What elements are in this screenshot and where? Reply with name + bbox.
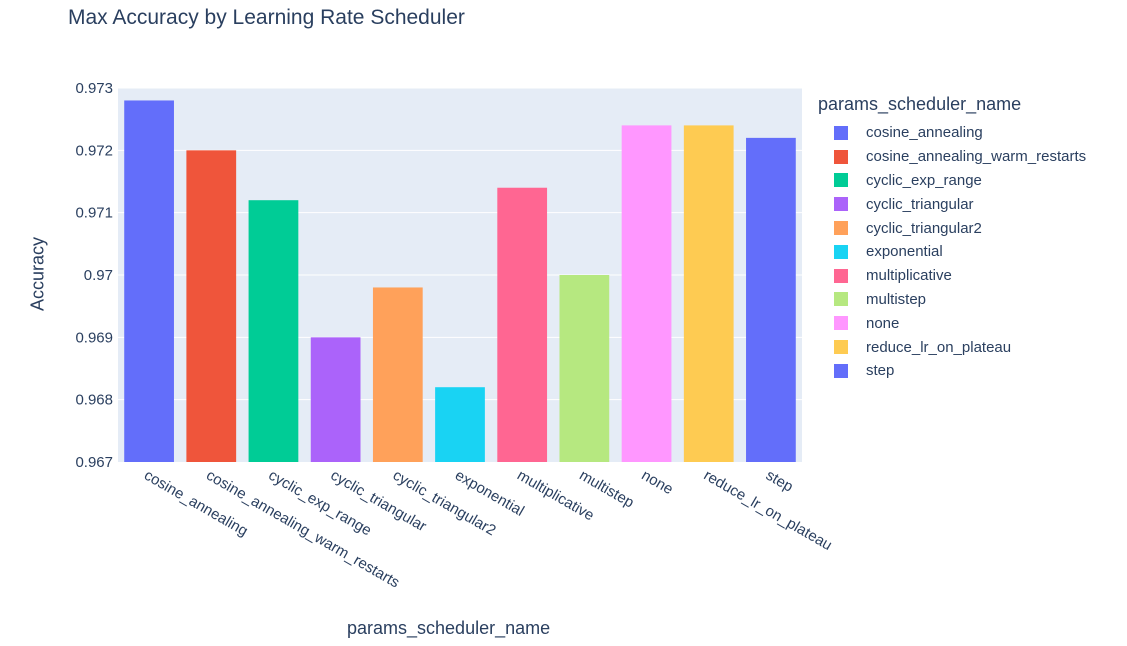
x-tick-label: cyclic_triangular2 — [390, 467, 499, 540]
bar-cosine_annealing[interactable] — [124, 100, 174, 462]
legend-label: cyclic_triangular — [866, 195, 974, 213]
legend-item-cyclic_exp_range[interactable]: cyclic_exp_range — [818, 169, 1086, 193]
legend-swatch — [834, 197, 848, 212]
legend-swatch — [834, 268, 848, 283]
y-tick-label: 0.97 — [84, 267, 113, 284]
bar-cosine_annealing_warm_restarts[interactable] — [186, 150, 237, 463]
legend: params_scheduler_name cosine_annealing co… — [818, 94, 1086, 383]
y-axis-label: Accuracy — [27, 236, 48, 312]
bar-multistep[interactable] — [559, 275, 610, 462]
legend-swatch — [834, 244, 848, 259]
y-tick-label: 0.973 — [75, 80, 113, 97]
y-tick-label: 0.969 — [75, 329, 113, 346]
y-tick-label: 0.971 — [75, 205, 113, 222]
legend-item-cyclic_triangular[interactable]: cyclic_triangular — [818, 192, 1086, 216]
y-tick-label: 0.967 — [75, 454, 113, 471]
bar-none[interactable] — [621, 125, 672, 463]
legend-label: cosine_annealing_warm_restarts — [866, 148, 1087, 166]
x-axis-ticks: cosine_annealingcosine_annealing_warm_re… — [141, 467, 835, 592]
x-tick-label: none — [639, 467, 676, 498]
x-axis-label: params_scheduler_name — [347, 618, 551, 638]
legend-item-step[interactable]: step — [818, 359, 1086, 383]
legend-swatch — [834, 221, 848, 236]
legend-item-none[interactable]: none — [818, 311, 1086, 335]
legend-label: cosine_annealing — [866, 124, 983, 142]
legend-items: cosine_annealing cosine_annealing_warm_re… — [818, 121, 1086, 383]
bar-exponential[interactable] — [435, 387, 485, 462]
bar-cyclic_triangular[interactable] — [310, 337, 361, 462]
bar-multiplicative[interactable] — [497, 187, 548, 462]
legend-label: none — [866, 314, 900, 332]
legend-swatch — [834, 125, 848, 140]
legend-item-cosine_annealing[interactable]: cosine_annealing — [818, 121, 1086, 145]
legend-swatch — [834, 363, 848, 378]
legend-label: step — [866, 362, 895, 380]
legend-swatch — [834, 340, 848, 355]
x-tick-label: step — [763, 467, 796, 496]
legend-label: exponential — [866, 243, 943, 261]
legend-label: cyclic_triangular2 — [866, 219, 982, 237]
y-tick-label: 0.968 — [75, 392, 113, 409]
legend-swatch — [834, 316, 848, 331]
legend-label: reduce_lr_on_plateau — [866, 338, 1012, 356]
x-tick-label: cosine_annealing — [141, 467, 251, 540]
legend-label: multiplicative — [866, 267, 952, 285]
legend-label: cyclic_exp_range — [866, 171, 982, 189]
chart-title: Max Accuracy by Learning Rate Scheduler — [68, 6, 465, 29]
bar-cyclic_triangular2[interactable] — [372, 287, 423, 462]
y-axis-ticks: 0.967 0.968 0.969 0.97 0.971 0.972 0.973 — [75, 80, 113, 471]
legend-item-cosine_annealing_warm_restarts[interactable]: cosine_annealing_warm_restarts — [818, 145, 1086, 169]
legend-item-multistep[interactable]: multistep — [818, 288, 1086, 312]
legend-label: multistep — [866, 290, 927, 308]
legend-item-exponential[interactable]: exponential — [818, 240, 1086, 264]
bar-cyclic_exp_range[interactable] — [248, 200, 299, 462]
legend-swatch — [834, 149, 848, 164]
legend-item-cyclic_triangular2[interactable]: cyclic_triangular2 — [818, 216, 1086, 240]
legend-swatch — [834, 173, 848, 188]
bars — [124, 100, 796, 463]
y-tick-label: 0.972 — [75, 142, 113, 159]
bar-reduce_lr_on_plateau[interactable] — [683, 125, 734, 463]
legend-item-multiplicative[interactable]: multiplicative — [818, 264, 1086, 288]
bar-step[interactable] — [746, 137, 796, 462]
legend-item-reduce_lr_on_plateau[interactable]: reduce_lr_on_plateau — [818, 335, 1086, 359]
legend-swatch — [834, 292, 848, 307]
legend-title: params_scheduler_name — [818, 94, 1022, 114]
